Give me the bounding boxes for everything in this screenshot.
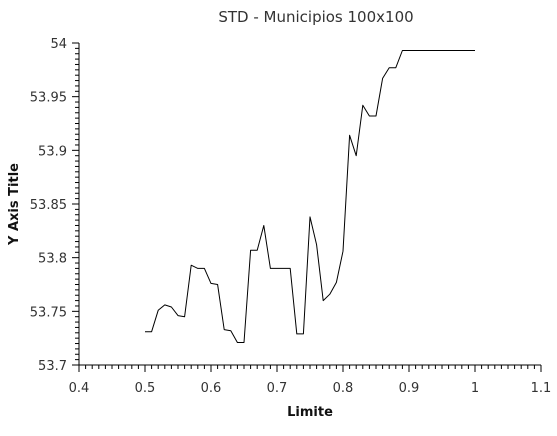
x-axis-label: Limite (287, 405, 333, 420)
axes (78, 43, 541, 366)
y-tick-label: 53.85 (30, 198, 67, 213)
x-tick-label: 1 (471, 381, 479, 396)
x-tick-label: 0.5 (135, 381, 156, 396)
x-tick-label: 0.4 (69, 381, 90, 396)
y-tick-label: 53.9 (38, 144, 67, 159)
y-tick-label: 53.75 (30, 305, 67, 320)
ticks: 0.4 0.5 0.6 0.7 0.8 0.9 1 1.1 53.7 53.75 53.8 53.85… (30, 37, 552, 396)
x-tick-label: 0.6 (201, 381, 222, 396)
plot-area (145, 50, 475, 343)
series-line (145, 50, 475, 343)
y-tick-label: 53.8 (38, 252, 67, 267)
x-tick-label: 0.9 (399, 381, 420, 396)
x-tick-label: 1.1 (531, 381, 552, 396)
y-tick-label: 53.7 (38, 359, 67, 374)
chart-title: STD - Municipios 100x100 (218, 8, 413, 26)
y-tick-label: 53.95 (30, 91, 67, 106)
x-tick-label: 0.7 (267, 381, 288, 396)
x-tick-label: 0.8 (333, 381, 354, 396)
y-tick-label: 54 (50, 37, 67, 52)
y-axis-label: Y Axis Title (7, 163, 22, 246)
